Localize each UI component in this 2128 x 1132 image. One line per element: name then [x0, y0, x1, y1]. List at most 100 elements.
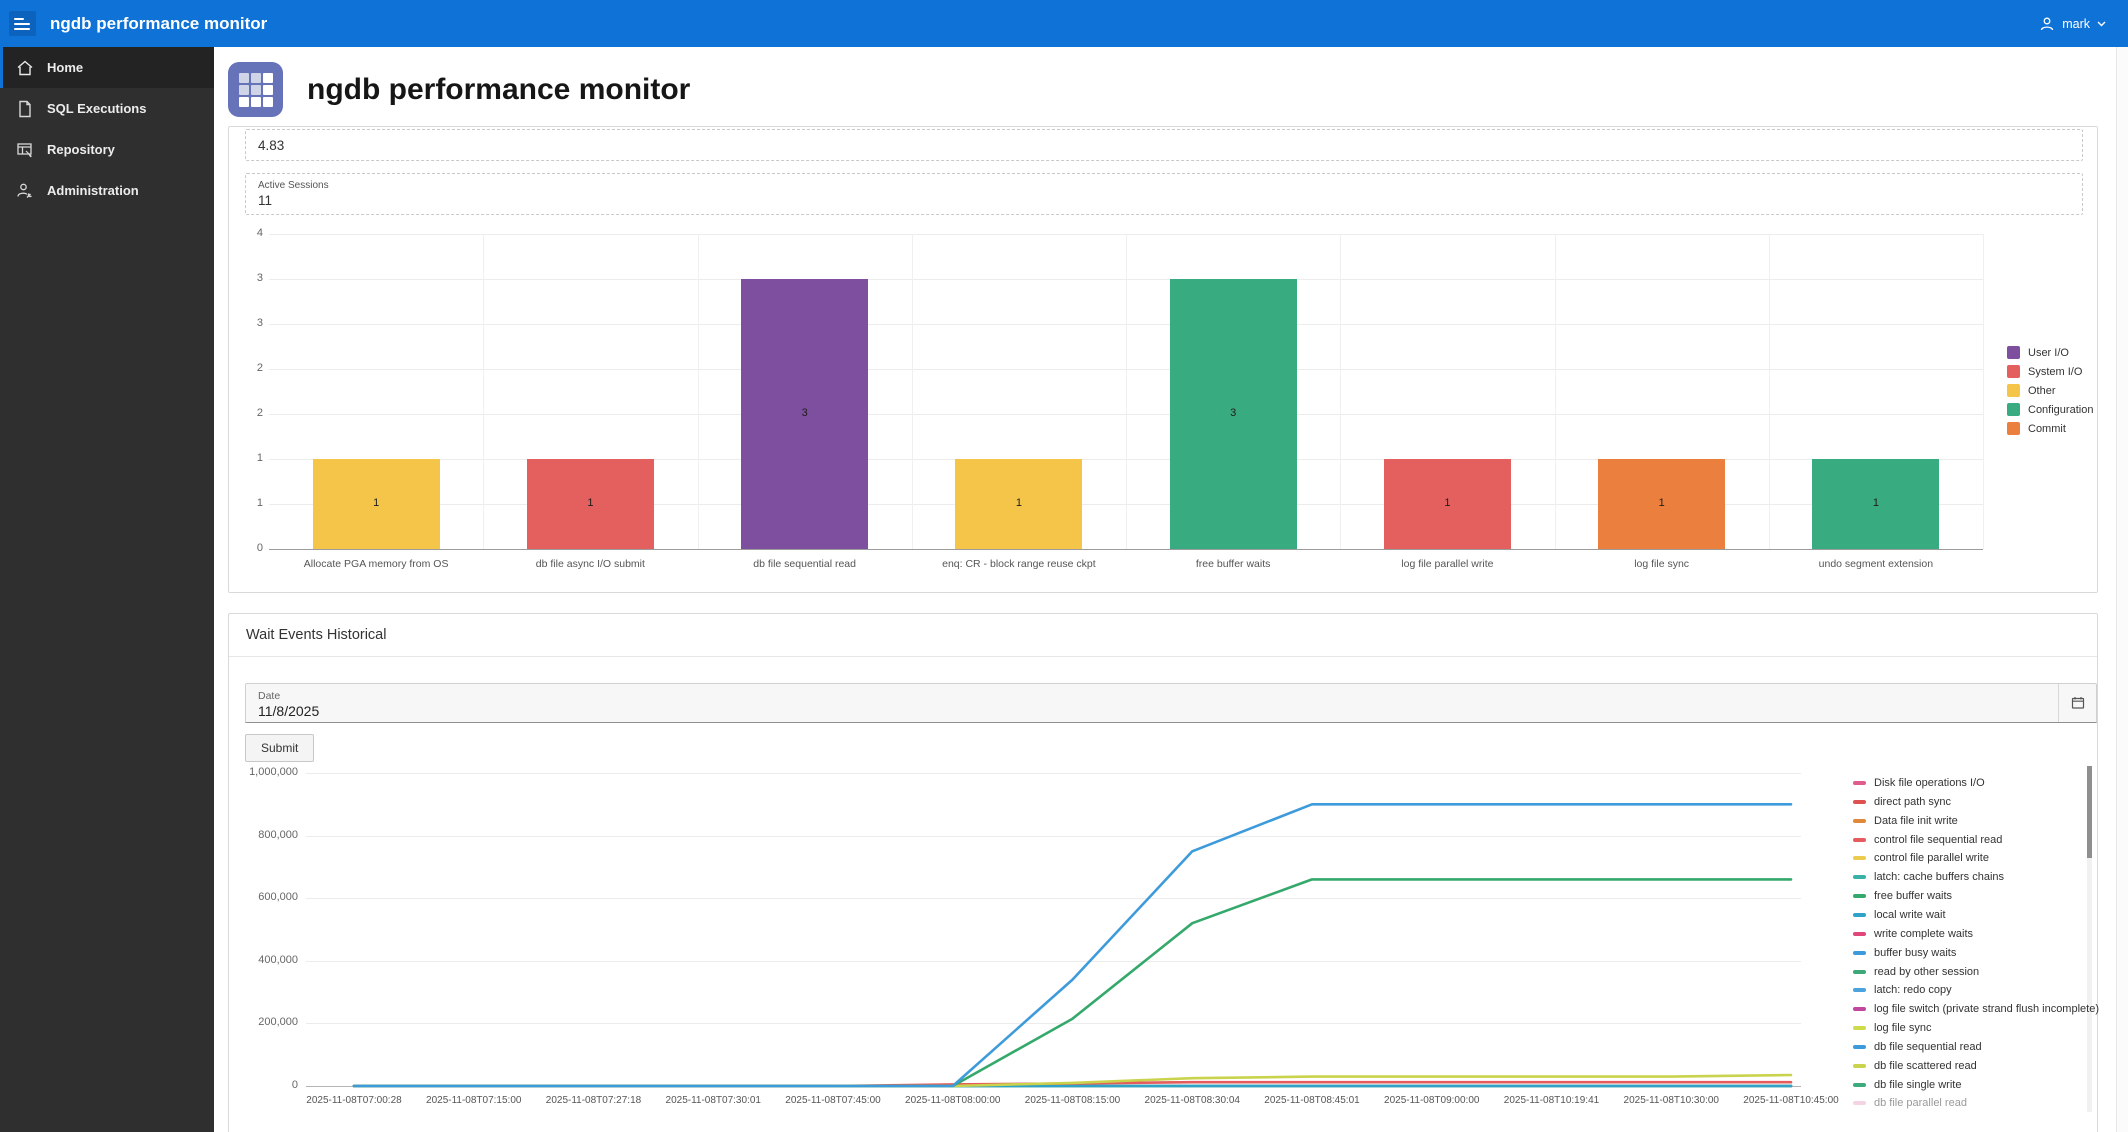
bar-gridline-v: [1126, 234, 1127, 549]
legend-label: Configuration: [2028, 403, 2094, 416]
bar-gridline-v: [1768, 234, 1770, 549]
line-legend-item[interactable]: log file switch (private strand flush in…: [1853, 1003, 2099, 1015]
legend-scrollbar-thumb[interactable]: [2087, 766, 2092, 858]
line-legend-item[interactable]: write complete waits: [1853, 928, 1973, 940]
sidebar-item-repository[interactable]: Repository: [0, 129, 214, 170]
bar-legend-item[interactable]: Configuration: [2007, 403, 2093, 416]
wait-events-line-chart: 1,000,000 800,000 600,000 400,000 200,000 0 20…: [229, 614, 2099, 1132]
bar-5[interactable]: [1169, 279, 1297, 549]
legend-label: Commit: [2028, 422, 2066, 435]
section-divider: [229, 656, 2097, 657]
submit-button[interactable]: Submit: [245, 734, 315, 762]
legend-label: latch: cache buffers chains: [1874, 871, 2005, 884]
bar-y-tick-label: 3: [256, 272, 263, 284]
legend-scrollbar-track[interactable]: [2087, 766, 2092, 1112]
sidebar-item-label: Administration: [47, 183, 139, 198]
table-icon: [17, 142, 32, 157]
sidebar-item-label: Home: [47, 60, 84, 75]
line-legend-item[interactable]: free buffer waits: [1853, 890, 1952, 902]
user-menu[interactable]: mark: [2039, 0, 2106, 47]
bar-legend-item[interactable]: System I/O: [2007, 365, 2082, 378]
legend-label: write complete waits: [1874, 927, 1974, 940]
sidebar-item-administration[interactable]: Administration: [0, 170, 214, 211]
line-legend-item[interactable]: Disk file operations I/O: [1853, 777, 1985, 789]
line-x-tick-label: 2025-11-08T08:15:00: [1024, 1095, 1121, 1106]
line-legend-item[interactable]: latch: cache buffers chains: [1853, 871, 2004, 883]
bar-category-label: log file sync: [1634, 558, 1690, 570]
line-y-tick-label: 200,000: [258, 1016, 298, 1029]
legend-label: control file parallel write: [1874, 852, 1989, 865]
bar-2[interactable]: [526, 459, 654, 549]
line-legend-item[interactable]: db file parallel read: [1853, 1097, 1967, 1109]
bar-y-tick-label: 1: [256, 497, 263, 509]
bar-gridline-v: [911, 234, 913, 549]
line-legend-item[interactable]: direct path sync: [1853, 796, 1951, 808]
legend-dash-marker: [1853, 950, 1866, 955]
line-legend-item[interactable]: read by other session: [1853, 966, 1979, 978]
sidebar-item-home[interactable]: Home: [0, 47, 214, 88]
legend-label: Data file init write: [1874, 814, 1958, 827]
bar-6[interactable]: [1383, 459, 1511, 549]
line-legend-item[interactable]: db file sequential read: [1853, 1041, 1982, 1053]
bar-legend-item[interactable]: Other: [2007, 384, 2056, 397]
line-legend-item[interactable]: log file sync: [1853, 1022, 1931, 1034]
line-legend-item[interactable]: db file single write: [1853, 1079, 1961, 1091]
line-legend-item[interactable]: Data file init write: [1853, 815, 1958, 827]
grid-icon: [228, 62, 283, 117]
bar-gridline-v: [483, 234, 485, 549]
bar-value-label: 1: [1444, 497, 1451, 509]
bar-category-label: enq: CR - block range reuse ckpt: [942, 558, 1096, 570]
legend-label: db file parallel read: [1874, 1097, 1967, 1110]
line-x-tick-label: 2025-11-08T07:27:18: [545, 1095, 642, 1106]
metric-value: 4.83: [258, 137, 285, 153]
sidebar-item-label: Repository: [47, 142, 115, 157]
metric-label: Active Sessions: [258, 180, 329, 191]
line-gridline-h: [306, 1023, 1801, 1025]
legend-dash-marker: [1853, 875, 1866, 880]
metric-value: 11: [258, 193, 273, 208]
legend-dash-marker: [1853, 799, 1866, 804]
section-title: Wait Events Historical: [246, 627, 387, 643]
date-field[interactable]: Date 11/8/2025: [245, 683, 2097, 723]
bar-legend-item[interactable]: User I/O: [2007, 346, 2069, 359]
legend-label: System I/O: [2028, 365, 2083, 378]
bar-4[interactable]: [955, 459, 1083, 549]
bar-legend-item[interactable]: Commit: [2007, 422, 2066, 435]
legend-dash-marker: [1853, 856, 1866, 861]
admin-user-icon: [17, 183, 32, 198]
bar-gridline-v: [1340, 234, 1342, 549]
bar-3[interactable]: [741, 279, 869, 549]
bar-8[interactable]: [1812, 459, 1940, 549]
bar-category-label: Allocate PGA memory from OS: [303, 558, 449, 570]
line-legend-item[interactable]: control file sequential read: [1853, 834, 2002, 846]
legend-dash-marker: [1853, 1082, 1866, 1087]
metric-box-top: 4.83: [245, 129, 2083, 161]
line-legend-item[interactable]: control file parallel write: [1853, 852, 1989, 864]
bar-value-label: 1: [587, 497, 594, 509]
date-field-value: 11/8/2025: [258, 703, 320, 719]
metric-box-active-sessions: Active Sessions 11: [245, 173, 2083, 215]
line-legend-item[interactable]: db file scattered read: [1853, 1060, 1977, 1072]
legend-dash-marker: [1853, 894, 1866, 899]
page-scrollbar[interactable]: [2116, 47, 2128, 1132]
calendar-button[interactable]: [2058, 684, 2096, 722]
bar-7[interactable]: [1598, 459, 1726, 549]
line-legend-item[interactable]: buffer busy waits: [1853, 947, 1956, 959]
bar-x-axis-line: [269, 549, 1983, 550]
page-title: ngdb performance monitor: [307, 72, 691, 106]
bar-category-label: db file sequential read: [753, 558, 856, 570]
bar-value-label: 3: [1230, 407, 1237, 419]
menu-button[interactable]: [9, 11, 36, 36]
bar-1[interactable]: [312, 459, 440, 549]
line-legend-item[interactable]: latch: redo copy: [1853, 984, 1952, 996]
legend-label: db file sequential read: [1874, 1040, 1982, 1053]
document-icon: [19, 100, 31, 117]
bar-y-tick-label: 4: [256, 227, 263, 239]
line-legend-item[interactable]: local write wait: [1853, 909, 1946, 921]
legend-dash-marker: [1853, 1026, 1866, 1031]
line-gridline-h: [306, 835, 1801, 837]
line-x-tick-label: 2025-11-08T10:30:00: [1623, 1095, 1719, 1106]
sidebar-item-sql-executions[interactable]: SQL Executions: [0, 88, 214, 129]
bar-value-label: 1: [1658, 497, 1665, 509]
bar-category-label: undo segment extension: [1818, 558, 1934, 570]
